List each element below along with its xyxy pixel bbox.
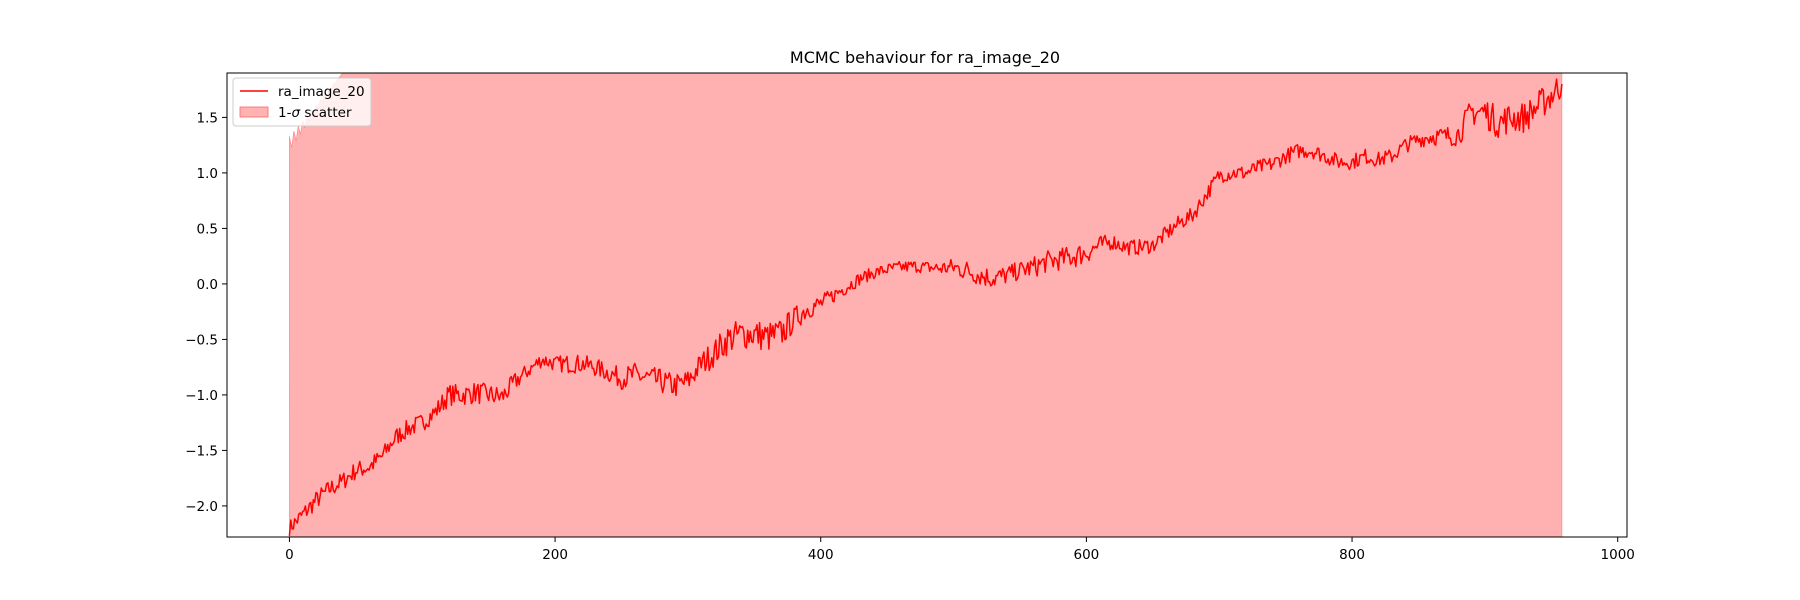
y-tick-label: 1.5 [197,110,218,126]
y-tick-label: −2.0 [185,499,218,515]
series-line-ra-image-20 [288,78,1563,536]
axes-frame [226,72,1628,538]
legend-band-sigma: σ [291,105,300,121]
legend-band-suffix: scatter [300,105,352,121]
y-tick-label: 0.0 [197,277,218,293]
x-tick-label: 600 [1074,547,1100,563]
y-tick-label: −1.5 [185,443,218,459]
legend-band-swatch [239,106,269,118]
legend-band-prefix: 1- [278,105,292,121]
legend: ra_image_20 1-σ scatter [232,77,372,127]
y-tick-label: −1.0 [185,388,218,404]
x-tick-label: 800 [1339,547,1365,563]
x-tick-label: 0 [285,547,294,563]
x-tick-label: 200 [542,547,568,563]
legend-band-label: 1-σ scatter [278,105,352,121]
x-tick-label: 400 [808,547,834,563]
x-tick-label: 1000 [1601,547,1635,563]
y-tick-label: −0.5 [185,332,218,348]
legend-line-label: ra_image_20 [278,84,365,100]
y-tick-label: 0.5 [197,221,218,237]
sigma-scatter-band [289,73,1563,537]
y-tick-label: 1.0 [197,166,218,182]
chart-title: MCMC behaviour for ra_image_20 [790,48,1060,68]
